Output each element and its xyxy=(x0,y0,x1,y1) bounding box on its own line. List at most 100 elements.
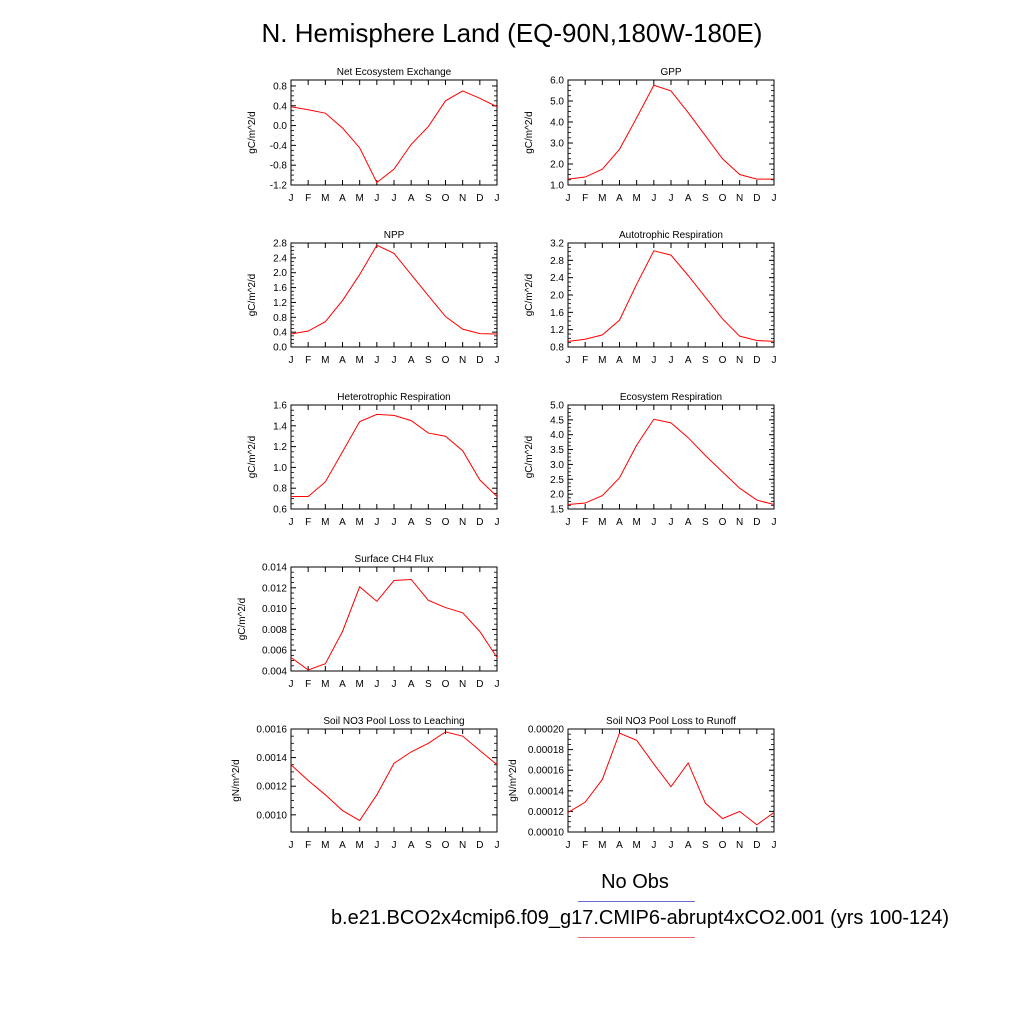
y-tick-label: 0.00014 xyxy=(528,786,565,797)
y-axis-label: gC/m^2/d xyxy=(247,436,258,479)
x-tick-label: A xyxy=(685,193,692,204)
y-tick-label: 1.0 xyxy=(550,181,564,192)
y-tick-label: 0.0 xyxy=(273,121,287,132)
chart-title: Soil NO3 Pool Loss to Leaching xyxy=(323,716,464,727)
y-tick-label: 3.5 xyxy=(550,445,564,456)
series-line xyxy=(567,732,775,826)
chart-title: Net Ecosystem Exchange xyxy=(337,67,452,78)
x-tick-label: O xyxy=(719,517,727,528)
x-tick-label: J xyxy=(374,517,379,528)
x-tick-label: O xyxy=(442,517,450,528)
chart-title: Autotrophic Respiration xyxy=(619,230,723,241)
x-tick-label: J xyxy=(289,193,294,204)
series-line xyxy=(291,413,498,498)
x-tick-label: M xyxy=(355,679,363,690)
chart-title: Surface CH4 Flux xyxy=(355,554,434,565)
y-tick-label: 2.8 xyxy=(273,239,287,250)
x-tick-label: J xyxy=(374,679,379,690)
y-tick-label: 4.0 xyxy=(550,118,564,129)
x-tick-label: S xyxy=(425,517,432,528)
y-tick-label: 2.5 xyxy=(550,475,564,486)
y-tick-label: 3.0 xyxy=(550,139,564,150)
plot-frame xyxy=(567,404,775,510)
x-tick-label: S xyxy=(702,840,709,851)
y-tick-label: 3.0 xyxy=(550,460,564,471)
x-tick-label: S xyxy=(425,193,432,204)
x-tick-label: A xyxy=(408,193,415,204)
x-tick-label: J xyxy=(772,193,777,204)
plot-frame xyxy=(567,728,775,833)
x-tick-label: F xyxy=(305,679,311,690)
y-tick-label: 1.6 xyxy=(550,308,564,319)
y-tick-label: 0.8 xyxy=(273,81,287,92)
y-tick-label: 2.0 xyxy=(273,268,287,279)
plot-frame xyxy=(290,242,498,348)
x-tick-label: J xyxy=(772,517,777,528)
x-tick-label: D xyxy=(476,679,483,690)
y-axis-label: gC/m^2/d xyxy=(237,598,248,641)
x-tick-label: D xyxy=(476,517,483,528)
x-tick-label: J xyxy=(772,355,777,366)
x-tick-label: J xyxy=(651,517,656,528)
y-tick-label: 0.004 xyxy=(262,667,287,678)
x-tick-label: F xyxy=(582,355,588,366)
y-tick-label: 0.008 xyxy=(262,625,287,636)
x-tick-label: M xyxy=(321,679,329,690)
x-tick-label: M xyxy=(355,517,363,528)
x-tick-label: O xyxy=(442,193,450,204)
x-tick-label: J xyxy=(289,840,294,851)
y-tick-label: 1.6 xyxy=(273,401,287,412)
y-tick-label: -0.4 xyxy=(270,141,288,152)
y-tick-label: 0.00018 xyxy=(528,745,565,756)
y-tick-label: 2.8 xyxy=(550,256,564,267)
plot-frame xyxy=(290,728,498,833)
y-tick-label: 0.00016 xyxy=(528,766,565,777)
y-tick-label: 0.0014 xyxy=(256,753,287,764)
x-tick-label: J xyxy=(392,193,397,204)
series-line xyxy=(567,250,775,342)
y-tick-label: 0.010 xyxy=(262,604,287,615)
x-tick-label: J xyxy=(566,517,571,528)
series-line xyxy=(290,90,498,184)
x-tick-label: J xyxy=(566,840,571,851)
x-tick-label: N xyxy=(459,193,466,204)
x-tick-label: J xyxy=(495,193,500,204)
x-tick-label: F xyxy=(305,517,311,528)
y-tick-label: 0.8 xyxy=(273,484,287,495)
x-tick-label: D xyxy=(476,193,483,204)
x-tick-label: M xyxy=(321,355,329,366)
plot-frame xyxy=(290,566,498,672)
x-tick-label: D xyxy=(753,517,760,528)
y-tick-label: 0.0012 xyxy=(256,782,287,793)
y-tick-label: 0.006 xyxy=(262,646,287,657)
x-tick-label: A xyxy=(616,517,623,528)
y-tick-label: 4.0 xyxy=(550,430,564,441)
x-tick-label: M xyxy=(632,517,640,528)
x-tick-label: J xyxy=(289,517,294,528)
y-tick-label: 0.012 xyxy=(262,583,287,594)
y-tick-label: 1.0 xyxy=(273,463,287,474)
y-axis-label: gC/m^2/d xyxy=(524,111,535,154)
x-tick-label: A xyxy=(339,679,346,690)
x-tick-label: M xyxy=(598,193,606,204)
x-tick-label: M xyxy=(355,193,363,204)
chart-title: Soil NO3 Pool Loss to Runoff xyxy=(606,716,736,727)
y-tick-label: 2.4 xyxy=(273,253,287,264)
legend-obs-label: No Obs xyxy=(601,871,669,893)
y-tick-label: 1.2 xyxy=(273,298,287,309)
x-tick-label: J xyxy=(392,517,397,528)
x-tick-label: J xyxy=(669,193,674,204)
x-tick-label: O xyxy=(719,193,727,204)
y-tick-label: 0.0 xyxy=(273,343,287,354)
y-tick-label: -1.2 xyxy=(270,181,288,192)
y-tick-label: 0.0010 xyxy=(256,810,287,821)
x-tick-label: J xyxy=(289,355,294,366)
x-tick-label: M xyxy=(598,517,606,528)
x-tick-label: J xyxy=(566,193,571,204)
y-tick-label: -0.8 xyxy=(270,161,288,172)
